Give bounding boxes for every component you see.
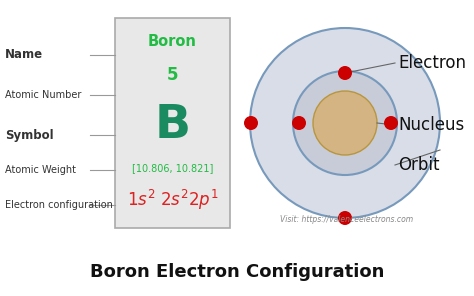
Circle shape <box>244 116 258 130</box>
Text: Visit: https://valenceelectrons.com: Visit: https://valenceelectrons.com <box>280 215 413 224</box>
Text: Symbol: Symbol <box>5 128 54 141</box>
Circle shape <box>338 211 352 225</box>
Text: Electron: Electron <box>398 54 466 72</box>
Text: B: B <box>155 102 191 147</box>
Circle shape <box>313 91 377 155</box>
Circle shape <box>292 116 306 130</box>
Text: [10.806, 10.821]: [10.806, 10.821] <box>132 163 213 173</box>
Circle shape <box>338 66 352 80</box>
Circle shape <box>384 116 398 130</box>
Circle shape <box>250 28 440 218</box>
Text: Electron configuration: Electron configuration <box>5 200 113 210</box>
Text: 5: 5 <box>167 66 178 84</box>
Text: Orbit: Orbit <box>398 156 439 174</box>
FancyBboxPatch shape <box>115 18 230 228</box>
Text: Boron: Boron <box>148 35 197 49</box>
Text: Atomic Weight: Atomic Weight <box>5 165 76 175</box>
Text: Atomic Number: Atomic Number <box>5 90 82 100</box>
Text: Boron Electron Configuration: Boron Electron Configuration <box>90 263 384 281</box>
Text: $1s^{2}\ 2s^{2}2p^{1}$: $1s^{2}\ 2s^{2}2p^{1}$ <box>127 188 219 212</box>
Text: Name: Name <box>5 49 43 62</box>
Text: Nucleus: Nucleus <box>398 116 464 134</box>
Circle shape <box>293 71 397 175</box>
